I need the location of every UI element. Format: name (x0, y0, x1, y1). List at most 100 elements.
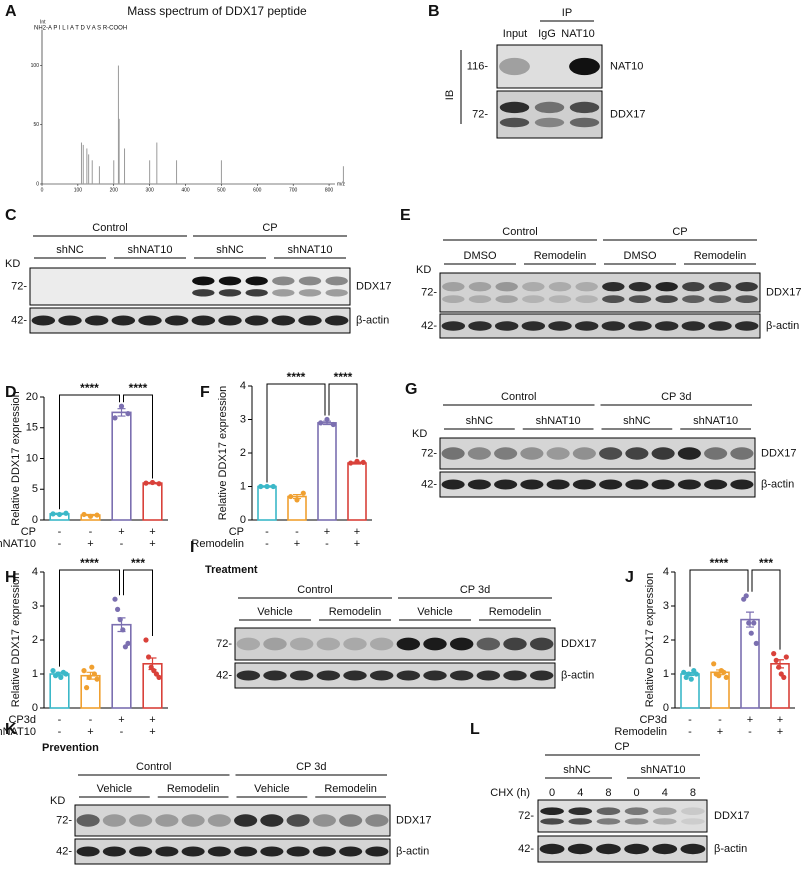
band (548, 281, 572, 292)
label: Vehicle (97, 783, 132, 795)
band (245, 276, 268, 286)
band (572, 479, 596, 490)
significance-bracket (751, 569, 781, 650)
band (574, 321, 599, 331)
bar (317, 422, 337, 521)
y-axis-label: Int (40, 19, 46, 25)
band (567, 843, 593, 855)
band (534, 117, 565, 128)
band (499, 117, 530, 128)
label: shNC (466, 415, 494, 427)
band (628, 295, 652, 304)
label: shNAT10 (693, 415, 738, 427)
label: Remodelin (694, 250, 747, 262)
band (540, 807, 564, 816)
row-label: shNAT10 (0, 726, 36, 738)
band (708, 295, 732, 304)
row-label: CP (21, 526, 36, 538)
data-point (721, 669, 727, 675)
row-label: Remodelin (614, 726, 667, 738)
data-point (324, 416, 330, 423)
band (325, 276, 348, 286)
panel-letter: A (5, 3, 17, 20)
band (260, 846, 284, 857)
data-point (294, 497, 300, 503)
data-point (58, 674, 64, 681)
band (272, 276, 295, 286)
band (441, 447, 465, 460)
band (76, 814, 100, 827)
data-point (87, 513, 94, 519)
row-mark: - (58, 526, 62, 538)
row-mark: - (58, 714, 62, 726)
band (539, 843, 565, 855)
data-point (330, 421, 336, 428)
y-axis-label: Relative DDX17 expression (217, 386, 229, 521)
band (628, 281, 652, 292)
data-point (776, 664, 782, 670)
row-mark: + (354, 538, 360, 550)
data-point (83, 685, 90, 691)
data-point (781, 674, 787, 681)
band (289, 637, 314, 651)
x-tick-label: 400 (181, 187, 190, 193)
y-tick-label: 1 (32, 668, 38, 680)
band (365, 814, 389, 827)
data-point (288, 493, 294, 500)
label: 8 (690, 787, 696, 799)
band (316, 637, 341, 651)
band (655, 295, 678, 304)
x-tick-label: 800 (325, 187, 334, 193)
data-point (143, 480, 149, 486)
band (441, 479, 465, 490)
band (546, 447, 570, 460)
label: 72- (421, 447, 437, 459)
row-mark: + (87, 538, 93, 550)
row-label: shNAT10 (0, 538, 36, 550)
bar (347, 462, 367, 521)
x-tick-label: 500 (217, 187, 226, 193)
row-mark: - (120, 538, 124, 550)
row-mark: + (777, 726, 783, 738)
row-mark: - (265, 538, 269, 550)
panel-letter: H (5, 569, 17, 586)
data-point (81, 511, 87, 518)
label: NAT10 (561, 28, 594, 40)
band (476, 637, 501, 651)
x-tick-label: 700 (289, 187, 298, 193)
label: 72- (421, 286, 437, 298)
band (704, 479, 728, 490)
band (529, 670, 554, 681)
label: DDX17 (714, 810, 749, 822)
label: KD (5, 258, 20, 270)
data-point (773, 657, 779, 664)
band (164, 315, 189, 326)
label: CP 3d (460, 584, 490, 596)
data-point (748, 630, 754, 636)
label: β-actin (561, 669, 594, 681)
row-mark: + (149, 526, 155, 538)
blot-row (537, 799, 708, 833)
band (236, 637, 261, 651)
band (681, 818, 705, 825)
data-point (50, 511, 56, 517)
label: CHX (h) (490, 787, 530, 799)
band (540, 818, 564, 825)
subtitle: NH2-A P I L I A T D V A S R-COOH (34, 26, 127, 32)
label: CP 3d (296, 761, 326, 773)
y-tick-label: 0 (663, 702, 669, 714)
label: Control (297, 584, 332, 596)
data-point (50, 668, 56, 674)
y-tick-label: 100 (31, 63, 40, 69)
y-axis-label: Relative DDX17 expression (644, 573, 656, 708)
row-mark: + (717, 726, 723, 738)
band (31, 315, 56, 326)
chart-title: Mass spectrum of DDX17 peptide (127, 4, 307, 18)
band (312, 846, 336, 857)
significance-bracket (266, 383, 326, 483)
data-point (751, 620, 757, 626)
blot-row (439, 313, 761, 339)
blot-row (234, 627, 556, 661)
blot-row (29, 267, 351, 306)
y-tick-label: 0 (240, 514, 246, 526)
